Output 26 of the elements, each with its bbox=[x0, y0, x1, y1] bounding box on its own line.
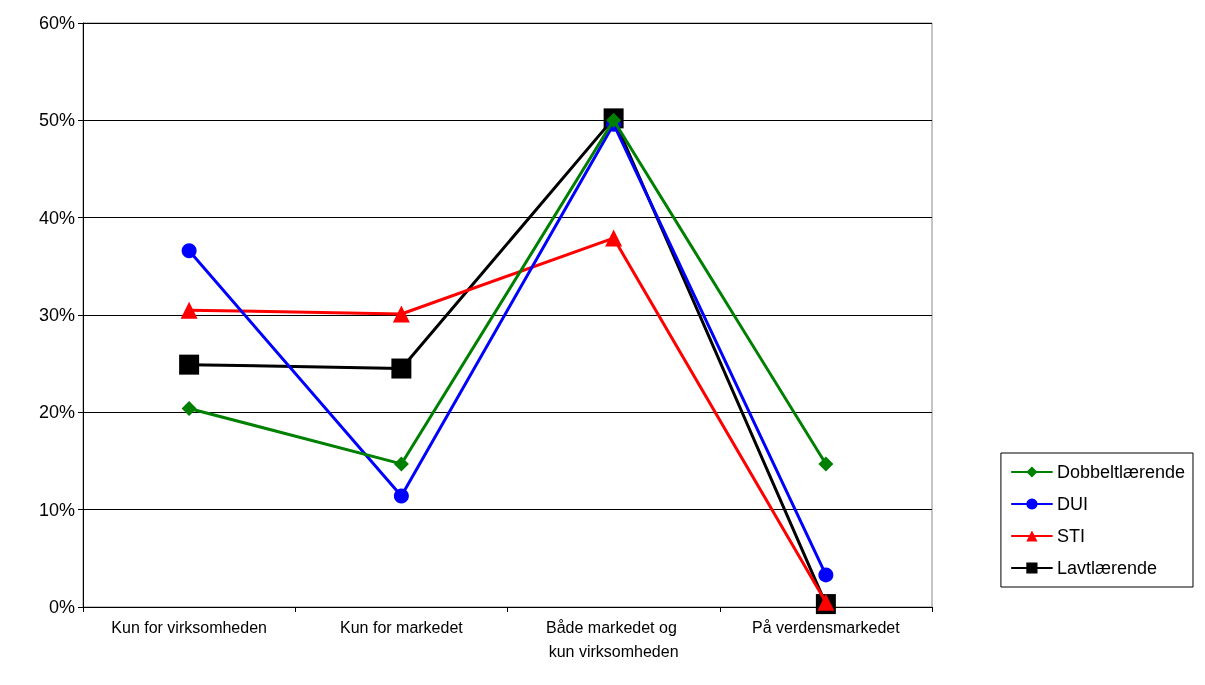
point bbox=[605, 229, 623, 247]
point bbox=[181, 243, 197, 259]
point bbox=[179, 354, 200, 375]
x-tick-label: Kun for virksomheden bbox=[111, 618, 267, 636]
legend-label: STI bbox=[1056, 526, 1085, 546]
x-tick-label: Kun for markedet bbox=[340, 618, 464, 636]
y-tick-label: 60% bbox=[38, 13, 75, 33]
y-tick-label: 50% bbox=[38, 110, 75, 131]
point bbox=[392, 305, 410, 323]
point bbox=[181, 400, 197, 416]
x-tick-label: Både markedet og kun virksomheden bbox=[546, 618, 682, 660]
y-tick-label: 0% bbox=[48, 597, 75, 617]
point bbox=[391, 358, 412, 379]
point bbox=[393, 456, 409, 472]
point bbox=[818, 456, 834, 472]
point bbox=[818, 567, 834, 583]
point bbox=[393, 488, 409, 504]
y-tick-label: 30% bbox=[38, 305, 75, 325]
y-tick-label: 10% bbox=[38, 499, 75, 520]
y-tick-label: 40% bbox=[38, 207, 75, 228]
legend-label: Dobbeltlærende bbox=[1056, 462, 1186, 482]
legend-label: DUI bbox=[1056, 494, 1088, 514]
point bbox=[180, 301, 198, 319]
x-tick-label: På verdensmarkedet bbox=[752, 618, 901, 636]
legend-label: Lavtlærende bbox=[1056, 558, 1157, 578]
y-tick-label: 20% bbox=[38, 402, 75, 423]
